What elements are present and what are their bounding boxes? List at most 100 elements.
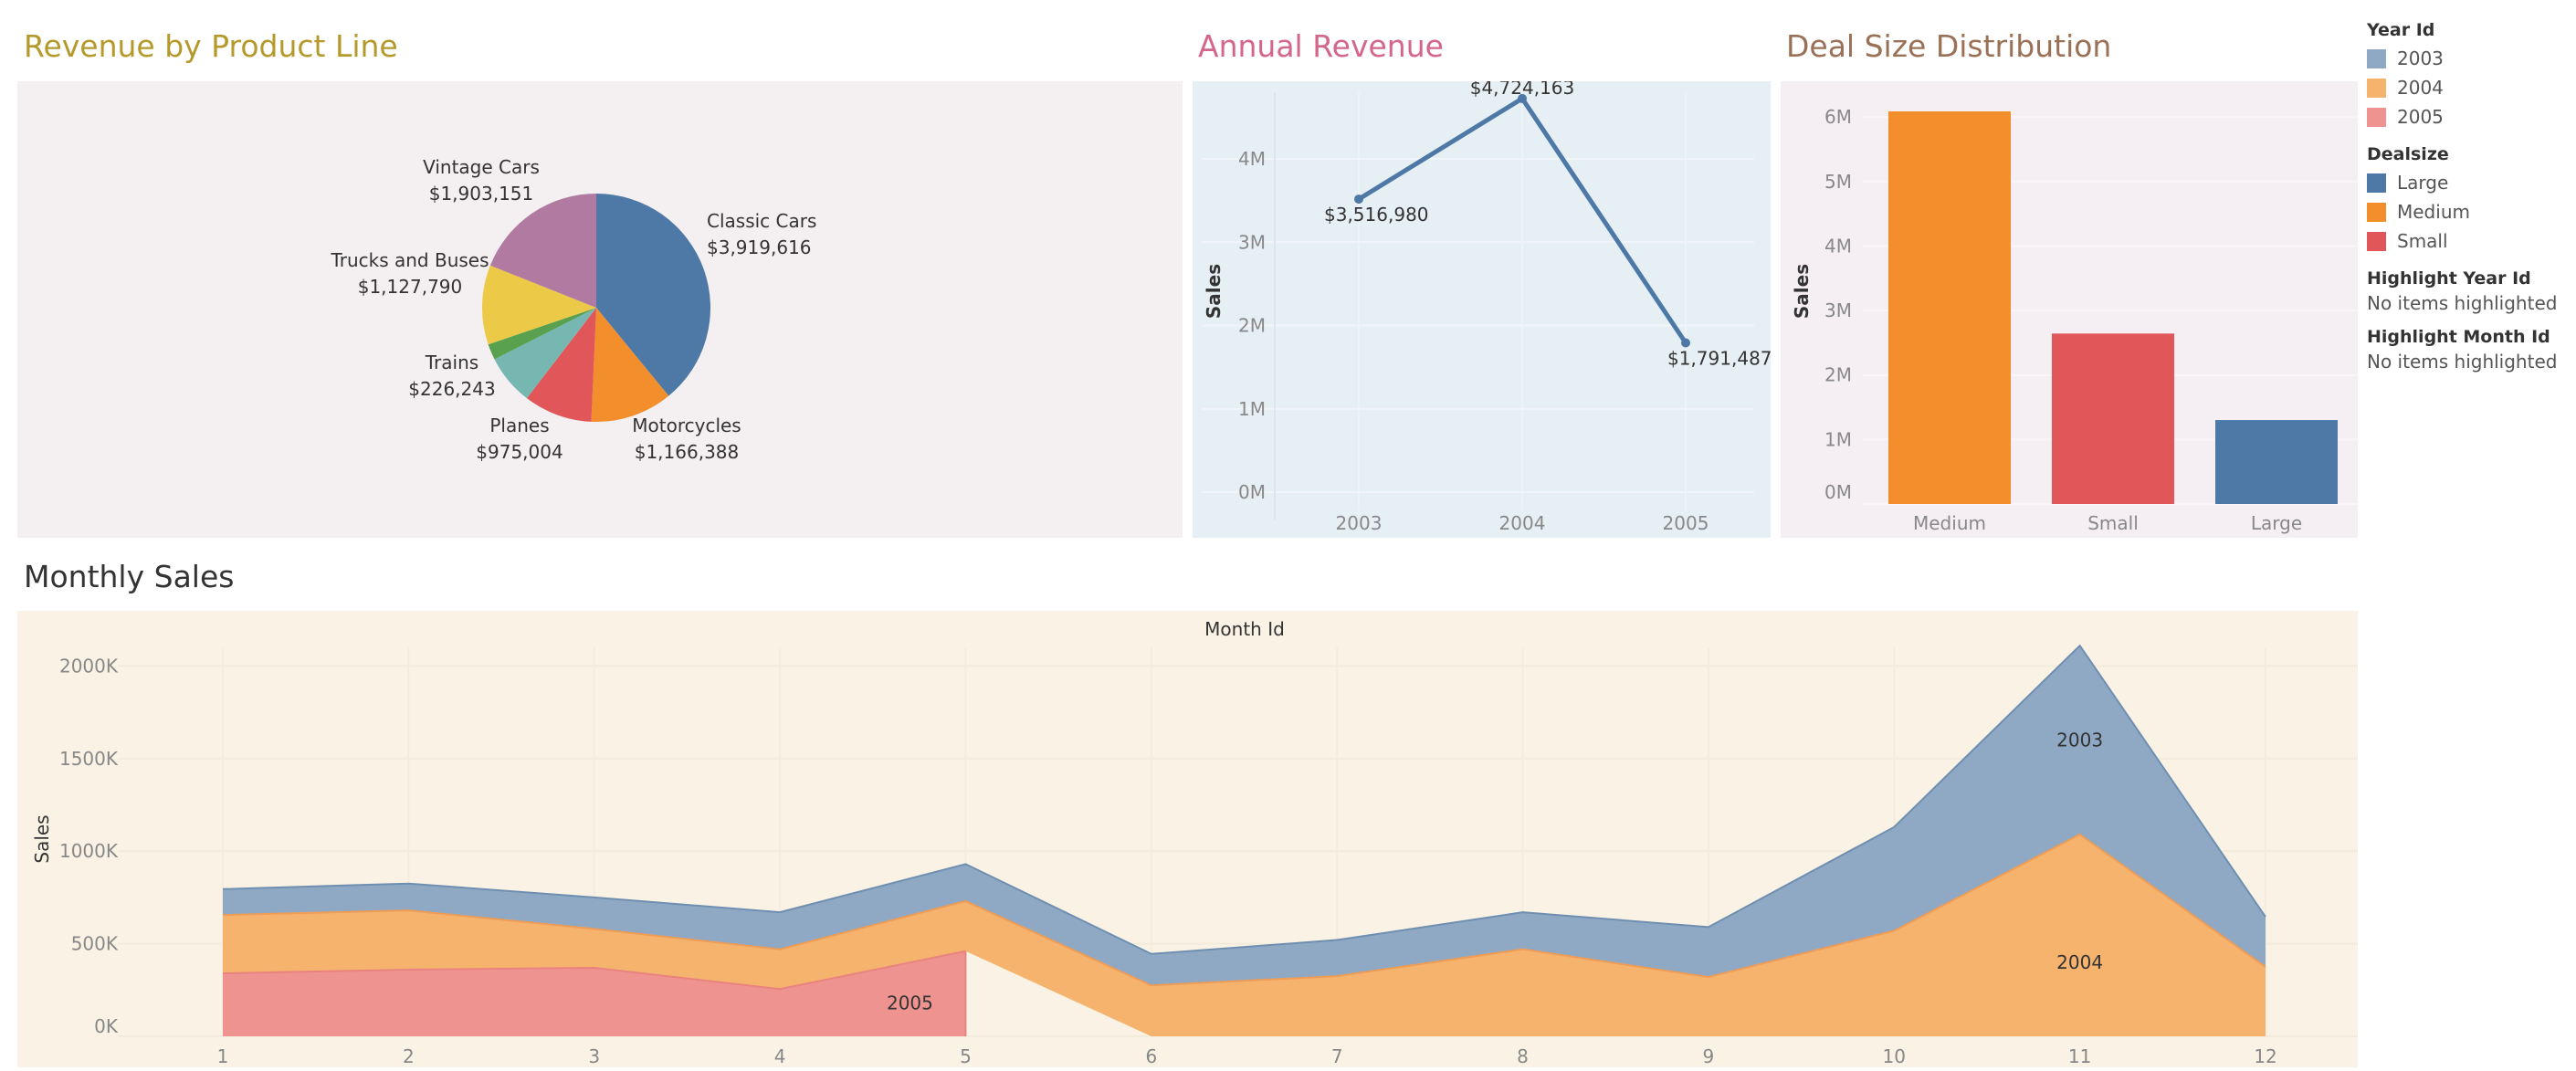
area-x-tick-label: 12 <box>2254 1045 2276 1067</box>
year-legend-item[interactable]: 2004 <box>2367 73 2572 102</box>
area-y-tick-label: 1000K <box>59 840 119 862</box>
year-legend-label: 2003 <box>2397 47 2444 69</box>
pie-slice <box>526 308 596 422</box>
dealsize-swatch <box>2367 202 2386 222</box>
line-x-tick-label: 2005 <box>1663 512 1709 534</box>
area-x-tick-label: 6 <box>1145 1045 1157 1067</box>
area-series-line-2004 <box>222 833 2266 987</box>
pie-slice-value-label: $3,919,616 <box>707 236 812 258</box>
bar-x-tick-label: Small <box>2087 512 2139 534</box>
highlight-year-control[interactable]: Highlight Year Id No items highlighted <box>2367 268 2572 314</box>
highlight-year-title: Highlight Year Id <box>2367 268 2531 289</box>
area-series-label: 2003 <box>2056 730 2103 751</box>
highlight-month-note: No items highlighted <box>2367 351 2558 373</box>
pie-slice-value-label: $975,004 <box>476 441 563 463</box>
dealsize-legend-item[interactable]: Small <box>2367 226 2572 256</box>
year-legend: Year Id 2003 2004 2005 <box>2367 20 2572 131</box>
year-swatch <box>2367 48 2386 68</box>
line-y-tick-label: 0M <box>1238 481 1266 503</box>
dealsize-legend-label: Medium <box>2397 201 2470 223</box>
bar <box>1888 111 2011 505</box>
pie-slice-value-label: $226,243 <box>408 378 495 400</box>
pie-slice-value-label: $1,903,151 <box>429 183 534 205</box>
line-data-label: $3,516,980 <box>1324 204 1429 226</box>
bar <box>2215 420 2338 504</box>
pie-slice <box>494 308 596 399</box>
area-series-2004 <box>223 834 2266 1036</box>
dealsize-legend-item[interactable]: Large <box>2367 168 2572 197</box>
annual-chart-title: Annual Revenue <box>1198 28 1444 64</box>
product-chart-title: Revenue by Product Line <box>24 28 398 64</box>
line-y-tick-label: 2M <box>1238 315 1266 337</box>
line-y-tick-label: 4M <box>1238 148 1266 170</box>
dealsize-legend: Dealsize Large Medium Small <box>2367 144 2572 256</box>
dealsize-swatch <box>2367 231 2386 251</box>
area-x-tick-label: 4 <box>774 1045 786 1067</box>
pie-slice-label: Planes <box>489 415 549 436</box>
area-x-tick-label: 10 <box>1883 1045 1906 1067</box>
year-legend-label: 2004 <box>2397 77 2444 99</box>
annual-line-chart: 0M 1M 2M 3M 4M Sales $3,516,980 2003 $4,724,163 2… <box>1193 81 1771 538</box>
bar <box>2052 333 2174 504</box>
line-data-label: $1,791,487 <box>1667 348 1771 370</box>
line-x-tick-label: 2003 <box>1336 512 1383 534</box>
area-series-label: 2005 <box>887 992 933 1013</box>
area-series-2005 <box>223 950 966 1036</box>
pie-slice-label: Motorcycles <box>632 415 741 436</box>
area-series-label: 2004 <box>2056 951 2103 973</box>
area-series-2003 <box>223 646 2266 986</box>
year-legend-label: 2005 <box>2397 106 2444 128</box>
area-x-tick-label: 1 <box>217 1045 229 1067</box>
dealsize-legend-label: Small <box>2397 230 2448 252</box>
highlight-month-title: Highlight Month Id <box>2367 327 2550 347</box>
dealsize-chart-title: Deal Size Distribution <box>1786 28 2112 64</box>
product-pie-chart: Classic Cars $3,919,616 Motorcycles $1,166,… <box>17 81 1183 538</box>
bar-y-tick-label: 6M <box>1824 106 1852 128</box>
area-y-tick-label: 2000K <box>59 655 119 677</box>
pie-slice <box>488 308 596 360</box>
dealsize-legend-label: Large <box>2397 172 2449 194</box>
year-legend-item[interactable]: 2003 <box>2367 44 2572 73</box>
bar-y-tick-label: 0M <box>1824 481 1852 503</box>
pie-slice <box>482 265 596 345</box>
year-legend-item[interactable]: 2005 <box>2367 102 2572 131</box>
line-y-axis-title: Sales <box>1203 264 1225 319</box>
year-swatch <box>2367 107 2386 127</box>
area-x-tick-label: 7 <box>1331 1045 1343 1067</box>
area-x-axis-title: Month Id <box>1204 618 1285 640</box>
pie-slice <box>591 308 669 422</box>
area-x-tick-label: 2 <box>403 1045 415 1067</box>
pie-slice <box>596 194 711 396</box>
line-y-tick-label: 1M <box>1238 398 1266 420</box>
area-y-tick-label: 1500K <box>59 748 119 770</box>
year-swatch <box>2367 78 2386 98</box>
dealsize-legend-item[interactable]: Medium <box>2367 197 2572 226</box>
dealsize-bar-chart: 0M 1M 2M 3M 4M 5M 6M Sales Medium Small Large <box>1781 81 2358 538</box>
area-series-line-2003 <box>222 644 2266 955</box>
dealsize-legend-title: Dealsize <box>2367 144 2449 164</box>
pie-slice-label: Classic Cars <box>707 210 816 232</box>
line-point <box>1354 194 1363 205</box>
line-x-tick-label: 2004 <box>1499 512 1546 534</box>
line-point <box>1681 338 1690 348</box>
highlight-year-note: No items highlighted <box>2367 292 2558 314</box>
pie-slice <box>489 194 596 308</box>
pie-slice-value-label: $1,127,790 <box>358 276 463 298</box>
line-y-tick-label: 3M <box>1238 231 1266 253</box>
bar-y-axis-title: Sales <box>1791 264 1813 319</box>
year-legend-title: Year Id <box>2367 20 2435 40</box>
legend-panel: Year Id 2003 2004 2005 Dealsize Large Me… <box>2367 20 2572 385</box>
area-y-axis-title: Sales <box>31 814 53 863</box>
area-y-tick-label: 500K <box>71 933 119 955</box>
bar-y-tick-label: 4M <box>1824 235 1852 257</box>
area-x-tick-label: 3 <box>588 1045 600 1067</box>
area-x-tick-label: 8 <box>1517 1045 1529 1067</box>
area-series-line-2005 <box>222 950 966 991</box>
area-x-tick-label: 5 <box>960 1045 972 1067</box>
pie-slice-value-label: $1,166,388 <box>635 441 740 463</box>
bar-y-tick-label: 5M <box>1824 171 1852 193</box>
highlight-month-control[interactable]: Highlight Month Id No items highlighted <box>2367 327 2572 373</box>
line-data-label: $4,724,163 <box>1470 81 1575 99</box>
pie-slice-label: Trains <box>425 352 478 373</box>
